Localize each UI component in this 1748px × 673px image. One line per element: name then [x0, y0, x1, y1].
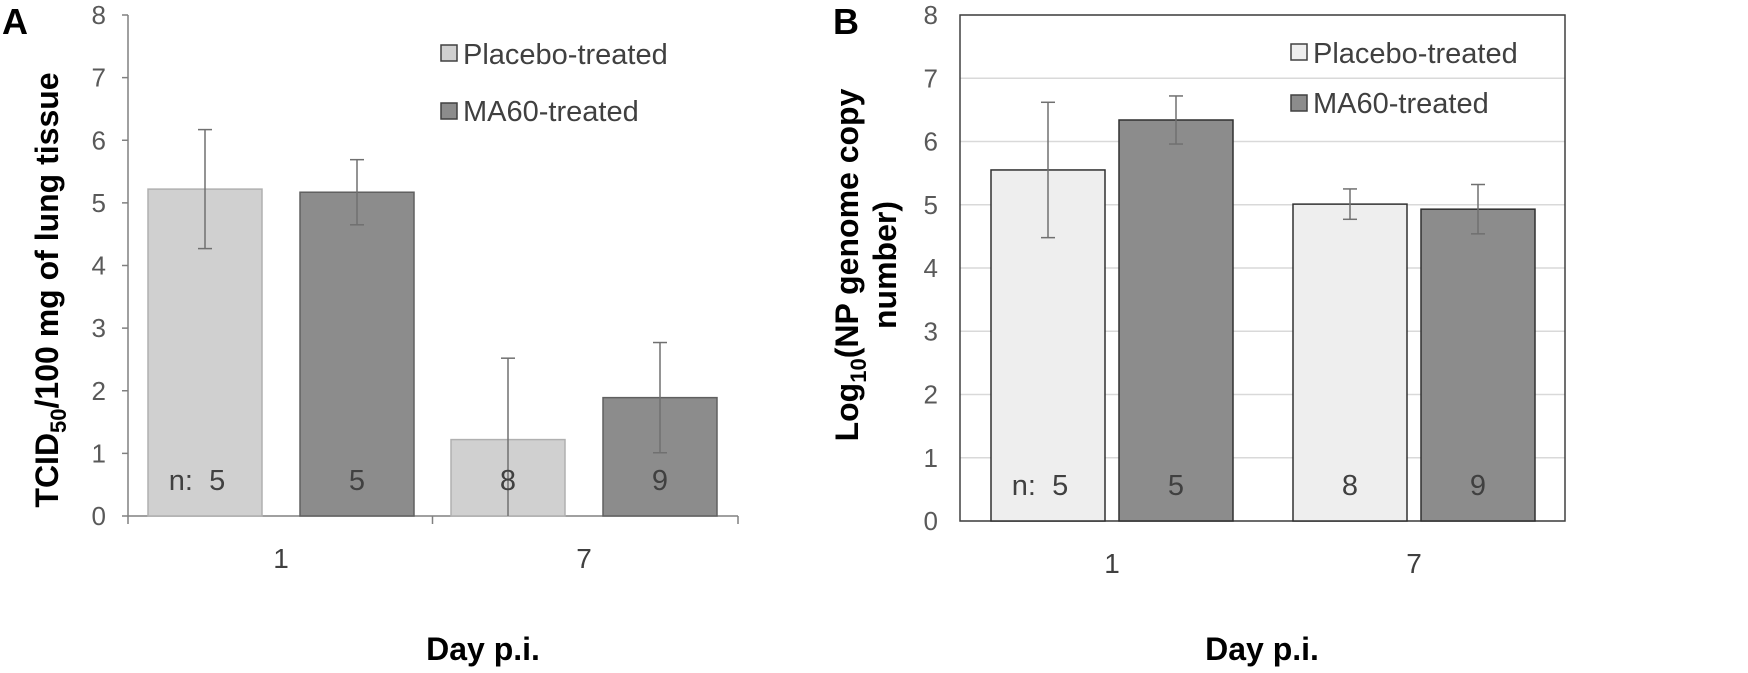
legend-label: MA60-treated [463, 96, 639, 128]
panel-b-letter: B [833, 1, 859, 42]
y-tick-label: 2 [92, 376, 106, 406]
y-tick-label: 3 [924, 316, 938, 346]
legend-swatch [440, 44, 458, 62]
panel-a-n-labels: n: 5 5 8 9 [169, 465, 668, 497]
y-tick-label: 1 [92, 438, 106, 468]
y-tick-label: 3 [92, 313, 106, 343]
y-tick-label: 6 [92, 125, 106, 155]
x-tick-label: 7 [1406, 548, 1422, 579]
y-tick-label: 7 [92, 63, 106, 93]
panel-a-xlabel: Day p.i. [426, 631, 540, 667]
n-label: 5 [349, 465, 365, 497]
x-tick-label: 1 [1104, 548, 1120, 579]
x-tick-label: 7 [576, 543, 592, 574]
n-label: 9 [652, 465, 668, 497]
panel-b-n-labels: n: 5 5 8 9 [1012, 470, 1486, 502]
y-tick-label: 4 [924, 253, 938, 283]
n-label: n: 5 [169, 465, 225, 497]
panel-a-error-bars [198, 128, 667, 516]
y-tick-label: 0 [924, 506, 938, 536]
y-tick-label: 2 [924, 380, 938, 410]
n-label: 8 [500, 465, 516, 497]
y-tick-label: 6 [924, 127, 938, 157]
y-tick-label: 1 [924, 443, 938, 473]
bar [1292, 203, 1408, 522]
panel-b-y-ticks: 0 1 2 3 4 5 6 7 8 [924, 0, 938, 536]
legend-entry: MA60-treated [440, 96, 639, 128]
legend-entry: MA60-treated [1290, 88, 1489, 120]
n-label: 5 [1168, 470, 1184, 502]
panel-a-ylabel: TCID50/100 mg of lung tissue [29, 72, 71, 507]
bar [299, 191, 415, 517]
panel-a-y-ticks: 0 1 2 3 4 5 6 7 8 [92, 0, 128, 531]
x-tick-label: 1 [273, 543, 289, 574]
y-tick-label: 5 [92, 188, 106, 218]
y-tick-label: 5 [924, 190, 938, 220]
panel-a-letter: A [2, 1, 28, 42]
legend-swatch [1290, 43, 1308, 61]
panel-a-legend: Placebo-treated MA60-treated [440, 39, 668, 128]
bar [1420, 208, 1536, 522]
bar [1118, 119, 1234, 522]
panel-b-ylabel-line2: number) [867, 201, 903, 329]
legend-entry: Placebo-treated [440, 39, 668, 71]
legend-entry: Placebo-treated [1290, 38, 1518, 70]
panel-b-error-bars [1041, 95, 1485, 239]
panel-b-bars [990, 119, 1536, 522]
panel-b-legend: Placebo-treated MA60-treated [1290, 38, 1518, 120]
y-tick-label: 8 [92, 0, 106, 30]
y-tick-label: 7 [924, 63, 938, 93]
legend-swatch [1290, 94, 1308, 112]
y-tick-label: 4 [92, 251, 106, 281]
y-tick-label: 0 [92, 501, 106, 531]
legend-label: Placebo-treated [463, 39, 668, 71]
plot-frame [959, 14, 1566, 522]
panel-a: A TCID50/100 mg of lung tissue 0 1 2 3 4 5 6 7 8… [2, 0, 739, 667]
legend-label: Placebo-treated [1313, 38, 1518, 70]
legend-swatch [440, 102, 458, 120]
panel-b: B Log10(NP genome copy number) 0 1 2 3 4 5 6 7 8… [829, 0, 1566, 667]
panel-b-axes [959, 14, 1566, 522]
legend-label: MA60-treated [1313, 88, 1489, 120]
panel-b-xlabel: Day p.i. [1205, 631, 1319, 667]
panel-a-bars [147, 188, 718, 517]
n-label: 8 [1342, 470, 1358, 502]
n-label: n: 5 [1012, 470, 1068, 502]
y-tick-label: 8 [924, 0, 938, 30]
panel-b-ylabel-line1: Log10(NP genome copy [829, 88, 871, 441]
n-label: 9 [1470, 470, 1486, 502]
